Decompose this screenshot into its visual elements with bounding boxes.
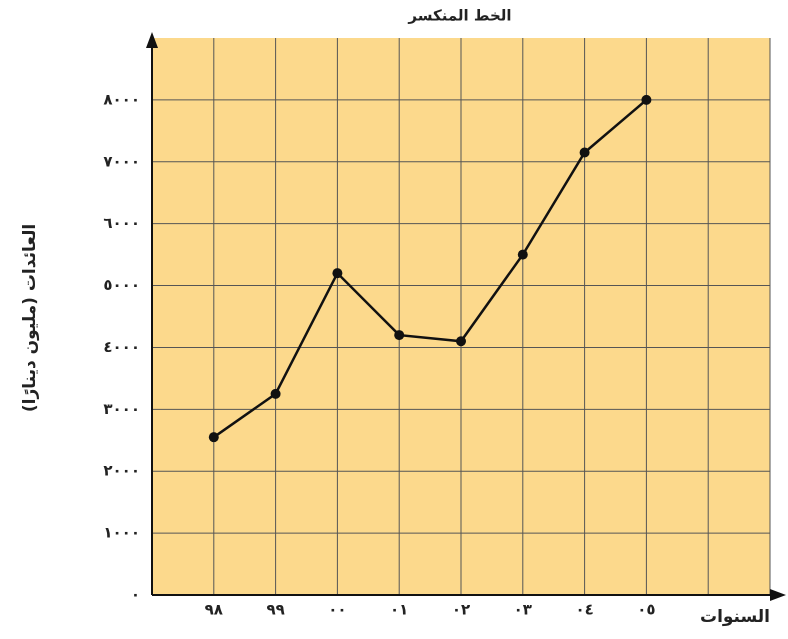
data-point [517,249,528,260]
y-axis-label: العائدات (مليون دينارًا) [20,224,40,412]
y-tick-label: ٤٠٠٠ [103,338,140,356]
data-point [579,147,590,158]
data-point [394,330,405,341]
x-tick-label: ٩٩ [266,601,284,619]
x-tick-label: ٠٣ [514,601,532,619]
y-axis-arrow [146,32,158,48]
x-tick-label: ٠٤ [575,601,593,619]
x-tick-label: ٠٥ [637,601,655,619]
x-axis-arrow [770,589,786,601]
y-tick-label: ٣٠٠٠ [103,400,140,418]
y-tick-label: ٦٠٠٠ [103,214,140,232]
y-tick-label: ٨٠٠٠ [103,90,140,108]
data-point [456,336,466,347]
data-point [208,432,219,443]
x-axis-label: السنوات [700,607,770,627]
y-tick-label: ٠ [131,586,140,604]
series-line [213,98,648,439]
data-point [332,268,343,279]
x-tick-label: ٩٨ [205,601,223,619]
y-tick-label: ٧٠٠٠ [103,152,140,170]
y-tick-label: ٢٠٠٠ [103,462,140,480]
x-tick-label: ٠١ [390,601,408,619]
y-tick-label: ١٠٠٠ [103,524,140,542]
data-point [270,388,281,399]
chart-title: الخط المنكسر [407,7,511,25]
y-tick-label: ٥٠٠٠ [103,276,140,294]
x-tick-label: ٠٠ [328,601,346,619]
x-tick-label: ٠٢ [452,601,470,619]
data-point [641,94,652,105]
